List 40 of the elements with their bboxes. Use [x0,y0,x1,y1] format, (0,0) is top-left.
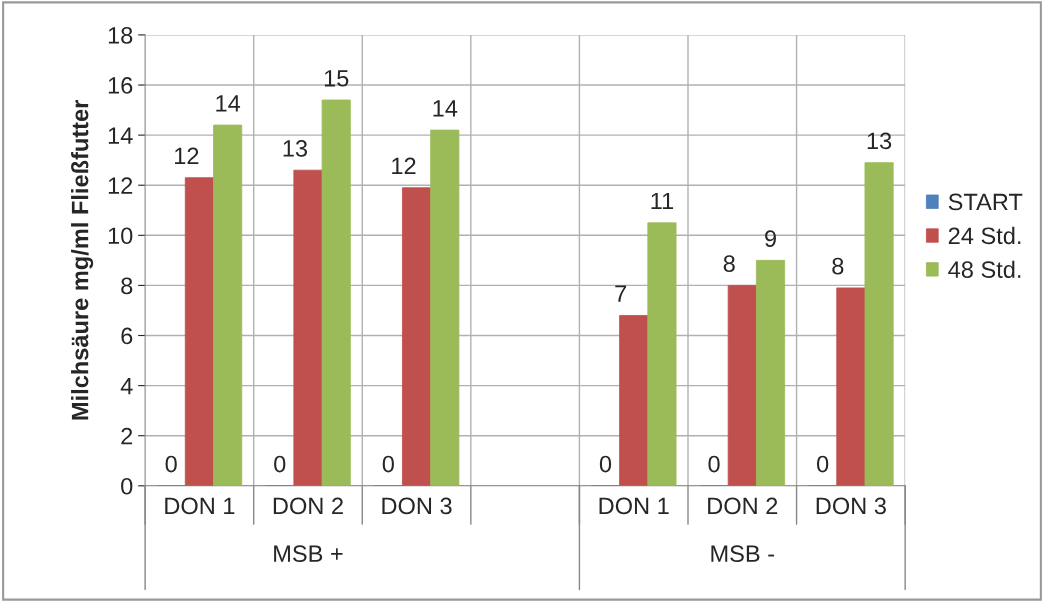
y-tick-label: 18 [108,26,133,44]
data-label: 14 [433,100,458,117]
x-tick-label: DON 2 [273,497,343,515]
data-label: 0 [708,455,720,473]
data-label: 11 [651,192,674,210]
data-label: 0 [816,455,829,473]
y-tick-label: 16 [108,77,133,94]
data-label: 12 [392,157,416,175]
data-label: 13 [283,140,308,157]
x-tick-label: DON 2 [708,497,778,515]
data-label: 13 [867,132,892,150]
text: MSB + [274,545,343,563]
legend-label: START [948,193,1023,211]
x-tick-label: DON 1 [599,497,669,515]
y-tick-label: 8 [121,277,133,295]
data-label: 0 [274,455,286,473]
y-tick-label: 4 [120,377,133,395]
y-tick-label: 10 [108,227,133,245]
y-tick-label: 0 [121,477,133,495]
y-axis-title: Milchsäure mg/ml Fließfutter [71,100,94,420]
data-label: 0 [599,455,612,473]
data-label: 14 [216,95,241,112]
y-tick-label: 14 [108,127,133,144]
y-tick-label: 2 [121,427,133,445]
legend-label: 24 Std. [948,226,1021,245]
y-tick-label: 12 [108,177,133,194]
y-tick-label: 6 [121,327,133,345]
data-label: 15 [324,70,349,87]
legend-label: 48 Std. [948,260,1021,278]
data-label: 12 [175,147,199,165]
data-label: 8 [723,255,735,272]
data-label: 7 [615,285,627,302]
text: MSB - [711,545,775,563]
data-label: 8 [832,257,844,275]
data-label: 9 [765,230,776,247]
x-tick-label: DON 3 [816,497,886,515]
data-label: 0 [165,455,177,473]
x-tick-label: DON 3 [382,497,452,515]
data-label: 0 [382,455,394,473]
x-tick-label: DON 1 [165,497,235,515]
